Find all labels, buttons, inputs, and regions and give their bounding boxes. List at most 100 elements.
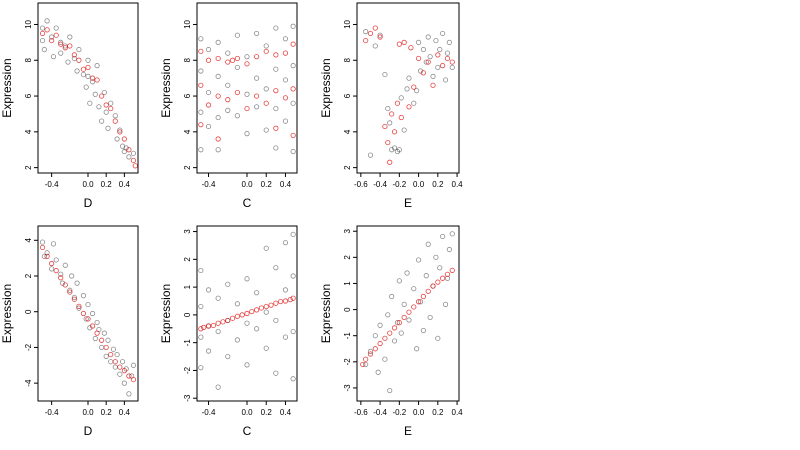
- data-point: [112, 113, 118, 119]
- y-tick-label: 0: [343, 307, 352, 312]
- data-point: [401, 301, 407, 307]
- y-tick-label: 4: [343, 129, 352, 134]
- data-point: [290, 295, 296, 301]
- data-point: [76, 305, 82, 311]
- data-point: [254, 75, 260, 81]
- x-axis-label: D: [84, 424, 93, 438]
- data-point: [76, 46, 82, 53]
- data-point: [273, 370, 279, 376]
- data-point: [382, 335, 388, 341]
- data-point: [80, 293, 87, 299]
- data-point: [430, 283, 436, 289]
- data-point: [225, 59, 231, 65]
- data-point: [53, 268, 59, 274]
- scatter-panel-2: -0.4 0.0 0.2 0.4 2 4 6 8 10 C Expression: [159, 2, 298, 210]
- data-point: [205, 287, 212, 293]
- data-point: [415, 257, 422, 263]
- data-point: [44, 27, 50, 33]
- plot-frame: [356, 225, 460, 402]
- data-point: [430, 73, 436, 79]
- data-point: [282, 287, 289, 293]
- data-point: [80, 66, 87, 72]
- y-tick-label: 6: [183, 93, 192, 98]
- data-point: [67, 43, 73, 49]
- data-point: [440, 30, 446, 37]
- data-point: [234, 32, 240, 38]
- data-point: [234, 89, 240, 96]
- data-point: [427, 54, 433, 60]
- y-tick-label: 4: [24, 238, 33, 243]
- data-point: [101, 89, 107, 96]
- y-tick-label: 8: [343, 57, 352, 62]
- series-2: [39, 27, 138, 169]
- data-point: [215, 384, 221, 390]
- data-point: [263, 345, 269, 351]
- data-point: [112, 118, 118, 124]
- data-point: [205, 46, 212, 53]
- data-point: [367, 30, 374, 37]
- x-tick-label: 0.0: [82, 180, 94, 189]
- data-point: [372, 43, 378, 49]
- data-point: [449, 59, 455, 65]
- x-tick-label: 0.2: [261, 408, 273, 417]
- data-point: [433, 37, 439, 44]
- data-point: [39, 244, 46, 251]
- data-point: [244, 276, 250, 282]
- x-tick-label: 0.0: [413, 180, 425, 189]
- data-point: [89, 75, 96, 81]
- data-point: [444, 275, 451, 281]
- x-tick-label: 0.2: [101, 180, 113, 189]
- data-point: [83, 84, 89, 90]
- data-point: [39, 30, 46, 37]
- data-point: [282, 36, 289, 42]
- data-point: [282, 118, 289, 124]
- data-point: [440, 275, 446, 281]
- series-2: [39, 244, 137, 383]
- data-point: [391, 129, 398, 135]
- data-point: [254, 326, 260, 332]
- data-point: [396, 41, 402, 47]
- data-point: [391, 325, 398, 331]
- data-point: [382, 71, 388, 78]
- y-tick-label: 10: [183, 19, 192, 28]
- data-point: [112, 359, 118, 365]
- y-tick-label: 6: [343, 93, 352, 98]
- data-point: [94, 77, 100, 83]
- data-point: [99, 118, 105, 124]
- x-tick-label: 0.2: [261, 180, 273, 189]
- data-point: [103, 344, 109, 351]
- data-point: [87, 100, 93, 106]
- data-point: [394, 148, 401, 155]
- data-point: [94, 63, 100, 69]
- data-point: [290, 328, 296, 335]
- data-point: [225, 317, 231, 324]
- data-point: [74, 68, 80, 74]
- data-point: [396, 278, 402, 284]
- data-point: [49, 266, 55, 272]
- data-point: [132, 163, 138, 169]
- data-point: [377, 34, 383, 40]
- y-axis-label: Expression: [0, 284, 14, 343]
- data-point: [287, 297, 293, 303]
- series-2: [363, 25, 455, 165]
- data-point: [112, 364, 118, 370]
- data-point: [58, 39, 64, 45]
- data-point: [411, 286, 417, 292]
- data-point: [398, 114, 404, 121]
- data-point: [220, 319, 226, 325]
- data-point: [406, 75, 412, 81]
- data-point: [411, 304, 417, 310]
- data-point: [225, 353, 231, 360]
- x-tick-label: 0.4: [280, 408, 292, 417]
- data-point: [44, 253, 50, 259]
- scatter-panel-6: -0.6 -0.4 -0.2 0.0 0.2 0.4 -3 -2 -1 0 1 2 3 E Expressi…: [319, 225, 463, 438]
- x-axis-label: C: [243, 196, 252, 210]
- data-point: [103, 353, 109, 359]
- data-point: [372, 333, 378, 339]
- y-axis-label: Expression: [319, 58, 333, 117]
- data-point: [215, 320, 221, 326]
- data-point: [401, 314, 407, 321]
- data-point: [234, 55, 240, 62]
- data-point: [425, 288, 431, 294]
- data-point: [290, 231, 296, 237]
